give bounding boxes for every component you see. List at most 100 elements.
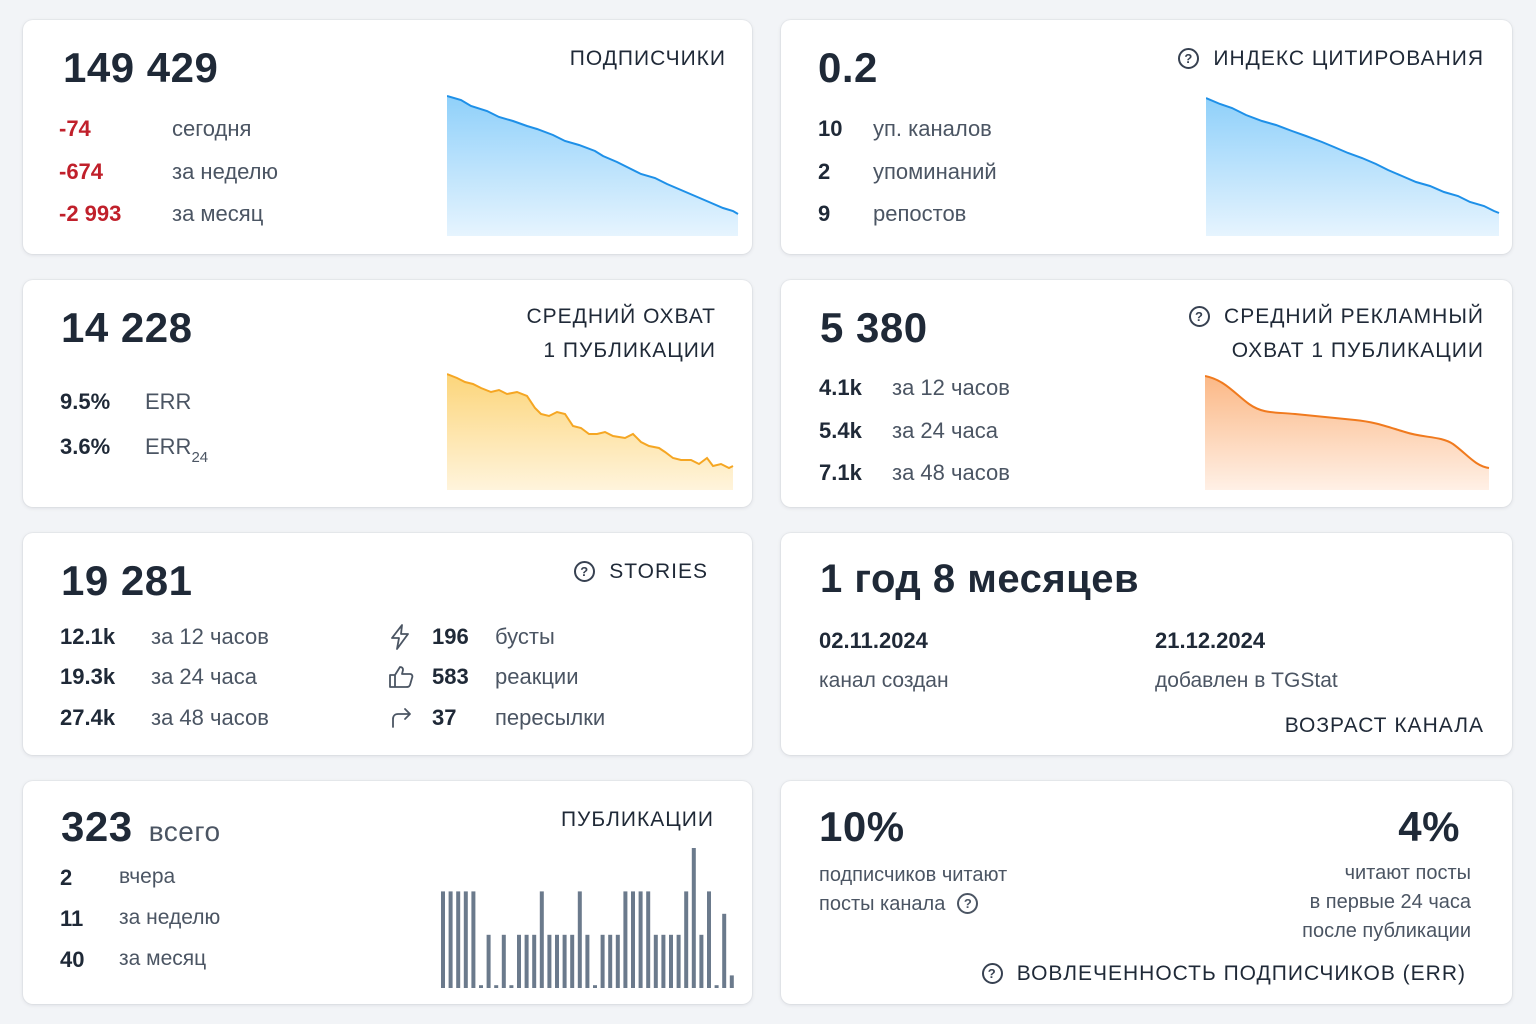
subscribers-title: ПОДПИСЧИКИ — [569, 47, 726, 70]
stat-value: 583 — [432, 664, 469, 689]
subscribers-sparkline — [447, 95, 739, 236]
age-value: 1 год 8 месяцев — [820, 557, 1140, 601]
publication-bar — [684, 891, 689, 988]
stories-boosts: 196 бусты — [388, 624, 688, 654]
citation-title: ? ИНДЕКС ЦИТИРОВАНИЯ — [1178, 42, 1484, 76]
stat-value: 3.6% — [60, 434, 111, 459]
sparkline-line — [447, 373, 734, 470]
reach-sparkline — [447, 373, 734, 490]
stat-value: 2 — [60, 865, 73, 890]
ad-reach-card[interactable]: 5 380 ? СРЕДНИЙ РЕКЛАМНЫЙ ОХВАТ 1 ПУБЛИКА… — [781, 280, 1512, 507]
publication-bar — [555, 934, 559, 988]
stat-label: за месяц — [172, 201, 264, 226]
citation-sparkline — [1206, 97, 1500, 236]
stat-label: за 12 часов — [151, 624, 269, 649]
stat-label: бусты — [495, 624, 555, 649]
posts-yesterday: 2 вчера — [60, 865, 360, 895]
sparkline-line — [1205, 375, 1490, 469]
stat-label: за 24 часа — [151, 664, 257, 689]
engagement-left-line1: подписчиков читают — [819, 864, 1008, 886]
publications-bar-chart — [441, 848, 734, 988]
average-reach-card[interactable]: 14 228 СРЕДНИЙ ОХВАТ 1 ПУБЛИКАЦИИ 9.5% E… — [23, 280, 752, 507]
stat-value: 9.5% — [60, 389, 111, 414]
publication-bar — [570, 934, 575, 988]
stories-value: 19 281 — [61, 557, 193, 604]
publication-bar — [676, 934, 681, 988]
stories-reactions: 583 реакции — [388, 664, 688, 694]
stat-label: ERR — [145, 389, 192, 414]
posts-month: 40 за месяц — [60, 947, 360, 977]
stat-value: 12.1k — [60, 624, 116, 649]
stat-12h: 4.1k за 12 часов — [819, 375, 1119, 405]
err-label: ERR — [145, 434, 192, 459]
created-label-text: канал создан — [819, 669, 949, 692]
stories-card[interactable]: 19 281 ? STORIES 12.1k за 12 часов 19.3k … — [23, 533, 752, 755]
age-title: ВОЗРАСТ КАНАЛА — [1284, 714, 1484, 737]
stat-value: 2 — [818, 159, 831, 184]
publication-bar — [600, 934, 605, 988]
publication-bar — [577, 891, 582, 988]
publication-bar — [646, 891, 651, 988]
stat-label: уп. каналов — [873, 116, 992, 141]
citation-value: 0.2 — [818, 44, 878, 91]
stories-stat-12h: 12.1k за 12 часов — [60, 624, 360, 654]
publication-bar — [661, 934, 666, 988]
stat-label: ERR24 — [145, 434, 208, 466]
publication-bar — [707, 891, 711, 988]
err-subscript: 24 — [191, 449, 209, 466]
stories-stat-24h: 19.3k за 24 часа — [60, 664, 360, 694]
publication-bar — [608, 934, 613, 988]
stat-channels: 10 уп. каналов — [818, 116, 1118, 146]
help-icon[interactable]: ? — [957, 893, 979, 914]
stat-reposts: 9 репостов — [818, 201, 1118, 231]
added-label-text: добавлен в TGStat — [1155, 669, 1338, 692]
created-label: канал создан — [819, 667, 949, 693]
ad-reach-title-line2: ОХВАТ 1 ПУБЛИКАЦИИ — [1231, 339, 1484, 362]
publication-bar — [539, 891, 544, 988]
stories-title: ? STORIES — [574, 555, 708, 589]
reach-title-line1: СРЕДНИЙ ОХВАТ — [526, 305, 716, 328]
engagement-card[interactable]: 10% подписчиков читают посты канала? 4% … — [781, 781, 1512, 1004]
publication-bar — [699, 934, 704, 988]
subscribers-card[interactable]: 149 429 ПОДПИСЧИКИ -74 сегодня -674 за н… — [23, 20, 752, 254]
stat-err: 9.5% ERR — [60, 389, 360, 419]
engagement-right-line2: в первые 24 часа — [1309, 891, 1471, 913]
engagement-right-line3: после публикации — [1302, 920, 1471, 942]
stat-week: -674 за неделю — [59, 159, 359, 189]
stat-label: за месяц — [119, 947, 207, 970]
sparkline-area — [1206, 98, 1499, 236]
help-icon[interactable]: ? — [574, 561, 596, 582]
stat-label: за 48 часов — [151, 705, 269, 730]
stat-mentions: 2 упоминаний — [818, 159, 1118, 189]
stat-label: репостов — [873, 201, 967, 226]
added-label: добавлен в TGStat — [1155, 667, 1338, 693]
publication-bar — [585, 934, 590, 988]
stat-today: -74 сегодня — [59, 116, 359, 146]
stat-value: 37 — [432, 705, 457, 730]
stat-value: -74 — [59, 116, 91, 141]
added-date: 21.12.2024 — [1155, 628, 1265, 654]
engagement-left-value: 10% — [819, 803, 905, 850]
help-icon[interactable]: ? — [981, 963, 1003, 984]
publication-bar — [562, 934, 567, 988]
stat-value: 19.3k — [60, 664, 116, 689]
sparkline-line — [1206, 97, 1500, 214]
stat-value: 196 — [432, 624, 469, 649]
help-icon[interactable]: ? — [1178, 48, 1200, 69]
channel-age-card[interactable]: 1 год 8 месяцев 02.11.2024 канал создан … — [781, 533, 1512, 755]
stat-value: 27.4k — [60, 705, 116, 730]
created-date: 02.11.2024 — [819, 628, 928, 654]
publication-bar — [471, 891, 476, 988]
stat-value: 7.1k — [819, 460, 862, 485]
publication-bar — [486, 934, 491, 988]
help-icon[interactable]: ? — [1189, 306, 1211, 327]
engagement-right-text: читают посты в первые 24 часа после публ… — [1302, 859, 1471, 946]
publications-card[interactable]: 323 всего ПУБЛИКАЦИИ 2 вчера 11 за недел… — [23, 781, 752, 1004]
sparkline-line — [447, 95, 739, 215]
ad-reach-title-line1: СРЕДНИЙ РЕКЛАМНЫЙ — [1224, 305, 1484, 328]
publication-bar — [448, 891, 453, 988]
posts-value-suffix: всего — [148, 816, 221, 847]
citation-title-text: ИНДЕКС ЦИТИРОВАНИЯ — [1213, 47, 1484, 70]
citation-index-card[interactable]: 0.2 ? ИНДЕКС ЦИТИРОВАНИЯ 10 уп. каналов 2… — [781, 20, 1512, 254]
sparkline-area — [447, 374, 733, 490]
